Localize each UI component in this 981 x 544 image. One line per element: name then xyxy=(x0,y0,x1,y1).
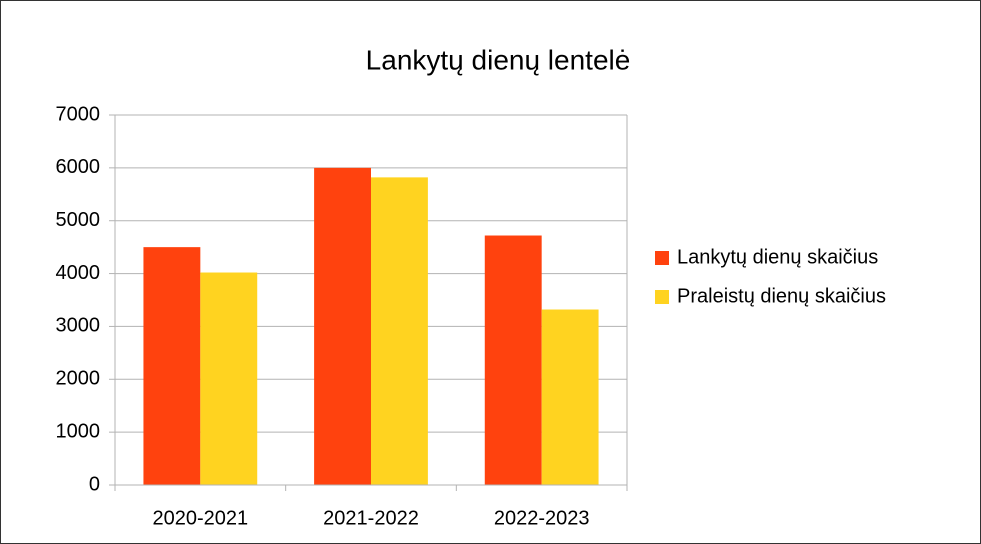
legend-label: Praleistų dienų skaičius xyxy=(677,285,886,307)
legend-swatch xyxy=(655,290,669,304)
x-tick-label: 2022-2023 xyxy=(494,507,590,529)
y-tick-label: 7000 xyxy=(56,103,101,125)
x-tick-label: 2021-2022 xyxy=(323,507,419,529)
y-tick-label: 1000 xyxy=(56,420,101,442)
legend-swatch xyxy=(655,251,669,265)
chart-title: Lankytų dienų lentelė xyxy=(366,44,631,75)
y-tick-label: 5000 xyxy=(56,209,101,231)
y-tick-label: 3000 xyxy=(56,315,101,337)
y-tick-label: 2000 xyxy=(56,368,101,390)
bar xyxy=(371,177,428,485)
y-tick-label: 6000 xyxy=(56,156,101,178)
legend-label: Lankytų dienų skaičius xyxy=(677,246,878,268)
y-tick-label: 4000 xyxy=(56,262,101,284)
y-tick-label: 0 xyxy=(89,473,100,495)
x-tick-label: 2020-2021 xyxy=(153,507,249,529)
bar xyxy=(484,235,542,485)
bar xyxy=(143,247,201,485)
bar xyxy=(200,272,258,485)
bar xyxy=(314,167,371,485)
bar xyxy=(541,309,599,485)
